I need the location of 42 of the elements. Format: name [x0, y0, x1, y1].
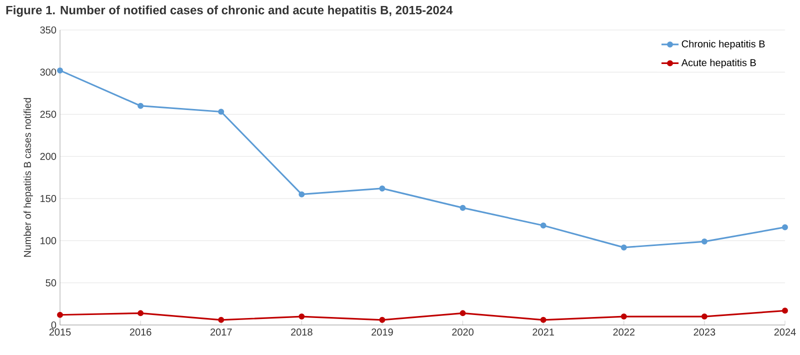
x-tick-label: 2015 — [49, 328, 71, 336]
point — [460, 310, 466, 316]
point — [138, 102, 144, 109]
point — [620, 244, 627, 250]
y-tick-label: 300 — [40, 68, 56, 76]
x-tick-label: 2021 — [532, 328, 554, 336]
x-tick-label: 2018 — [291, 328, 312, 336]
point — [379, 316, 386, 323]
point — [782, 308, 788, 314]
point — [379, 185, 386, 192]
y-axis-title: Number of hepatitis B cases notified — [24, 98, 33, 257]
point — [701, 314, 708, 320]
x-tick-label: 2022 — [613, 328, 634, 336]
y-tick-label: 350 — [40, 26, 56, 34]
point — [460, 204, 466, 211]
y-tick-label: 200 — [40, 152, 56, 160]
y-tick-label: 0 — [51, 321, 56, 329]
y-tick-label: 150 — [40, 195, 56, 202]
point — [57, 312, 64, 318]
point — [218, 108, 224, 115]
point — [138, 310, 144, 316]
x-tick-label: 2016 — [130, 328, 152, 336]
x-tick-label: 2017 — [210, 328, 232, 336]
y-tick-label: 50 — [46, 279, 56, 286]
x-tick-label: 2019 — [372, 328, 393, 336]
point — [218, 316, 224, 323]
y-tick-label: 100 — [40, 237, 56, 244]
x-tick-label: 2020 — [452, 328, 474, 336]
point — [540, 222, 546, 229]
point — [620, 314, 627, 320]
legend-label: Acute hepatitis B — [681, 58, 756, 68]
x-tick-label: 2023 — [694, 328, 716, 336]
point — [701, 238, 708, 245]
chart-title: Figure 1. Number of notified cases of chronic and acute hepatitis B, 2015-2024 — [6, 6, 453, 17]
legend-label: Chronic hepatitis B — [682, 40, 765, 50]
y-tick-label: 250 — [40, 110, 56, 118]
point — [298, 314, 305, 320]
point — [540, 316, 546, 323]
point — [782, 224, 788, 230]
point — [57, 67, 64, 74]
x-tick-label: 2024 — [774, 328, 796, 336]
point — [298, 191, 305, 198]
